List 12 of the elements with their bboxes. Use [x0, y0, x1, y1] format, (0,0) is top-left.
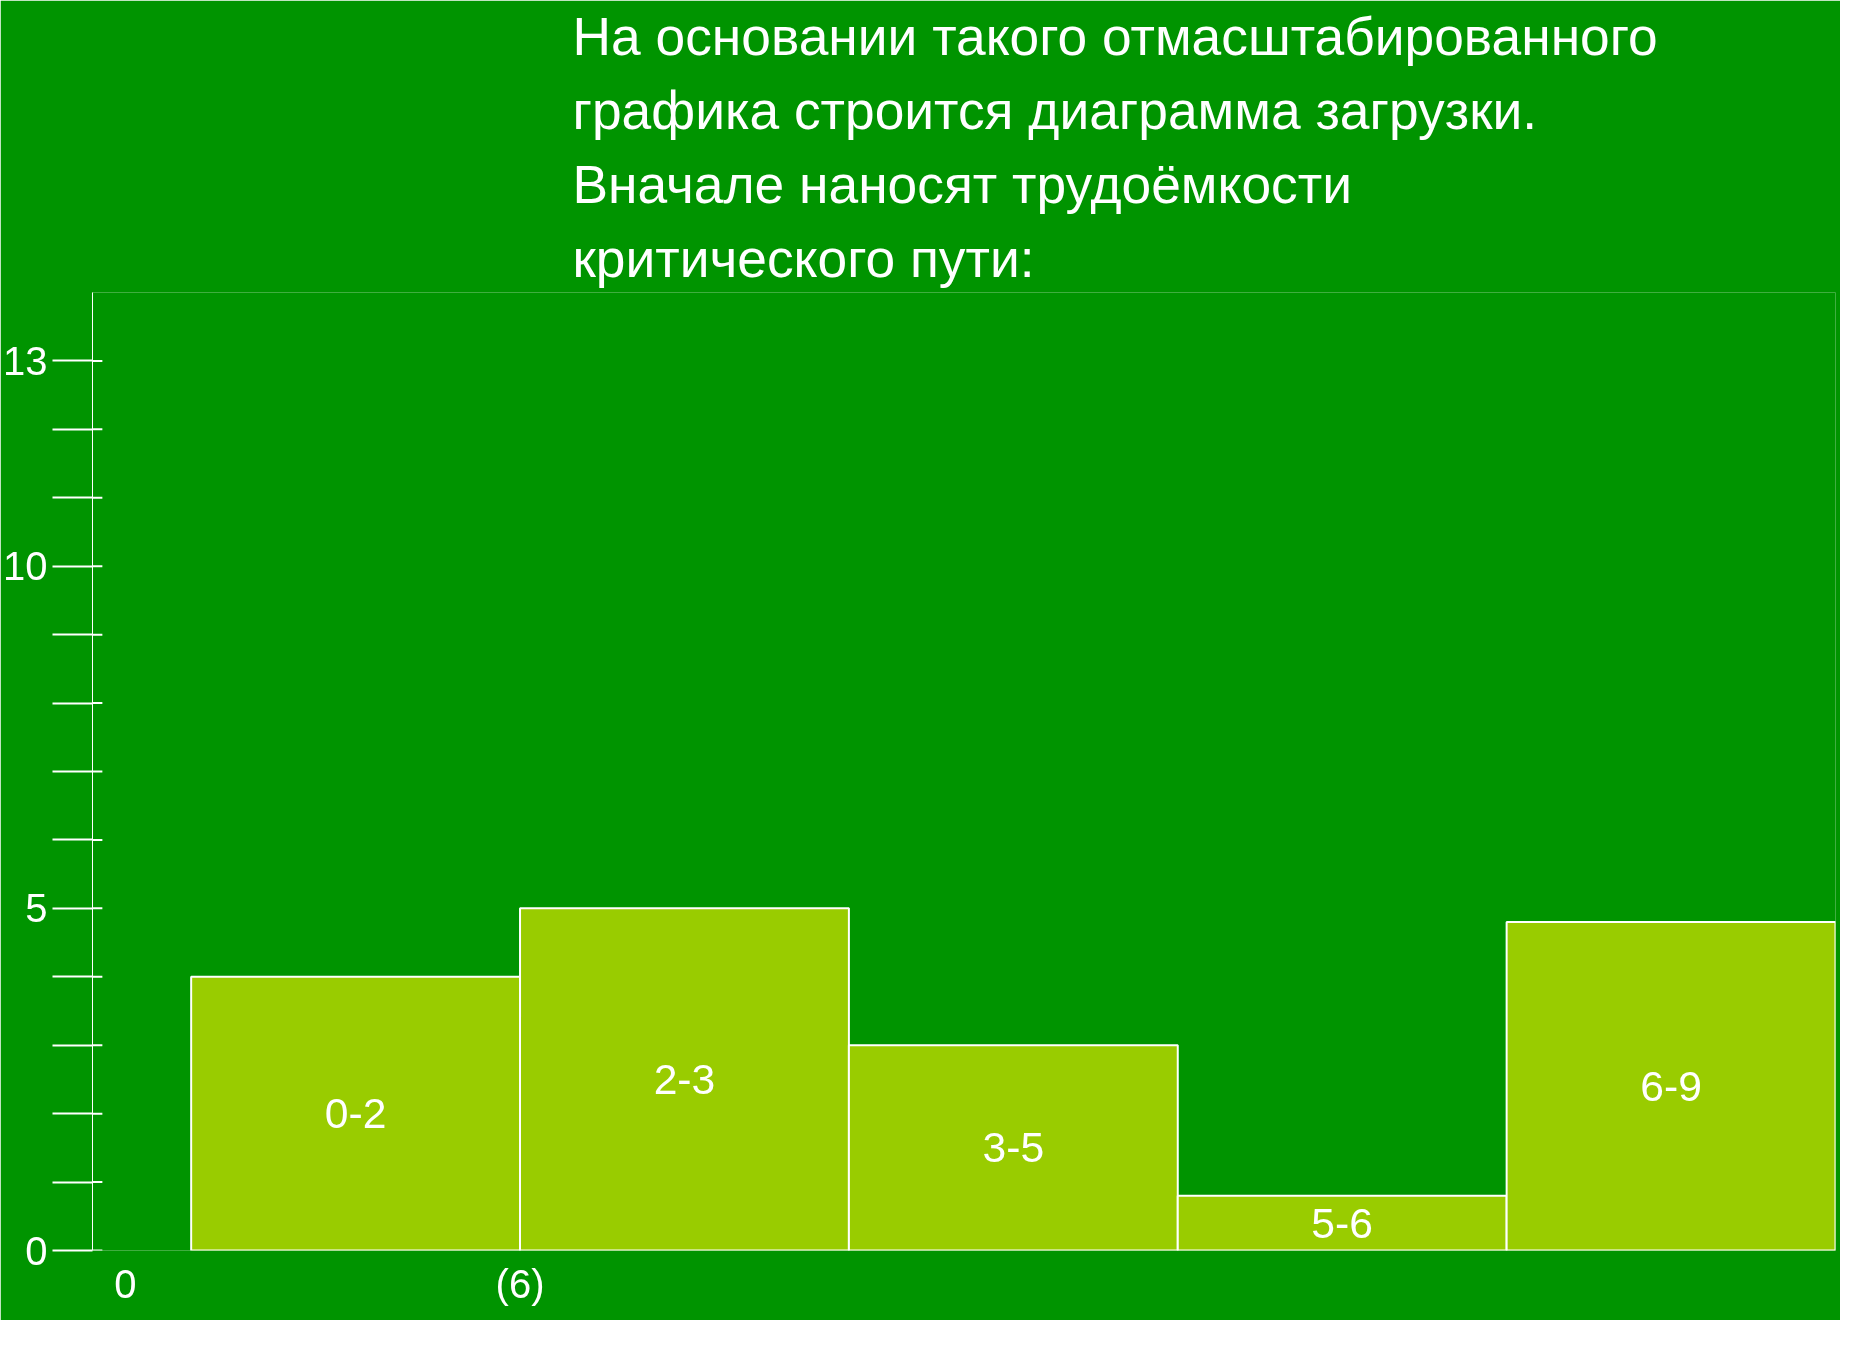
x-tick-label: 6-9 [1640, 1061, 1702, 1110]
x-tick-label: 5-6 [1311, 1198, 1374, 1247]
x-tick-label: 0-2 [324, 1089, 387, 1138]
text: (6) [495, 1261, 545, 1306]
x-tick-label: 2-3 [653, 1054, 716, 1103]
text: 0 [114, 1261, 137, 1306]
y-tick-label: 10 [3, 544, 48, 589]
y-tick-label: 5 [25, 886, 48, 931]
y-tick-label: 0 [25, 1228, 48, 1273]
x-tick-label: 3-5 [982, 1123, 1045, 1172]
y-tick-label: 13 [3, 338, 48, 383]
chart-title: На основании такого отмасштабированного графика строится диаграмма загрузки. Вначале наносят трудоёмкости критического пути: [572, 7, 1658, 288]
